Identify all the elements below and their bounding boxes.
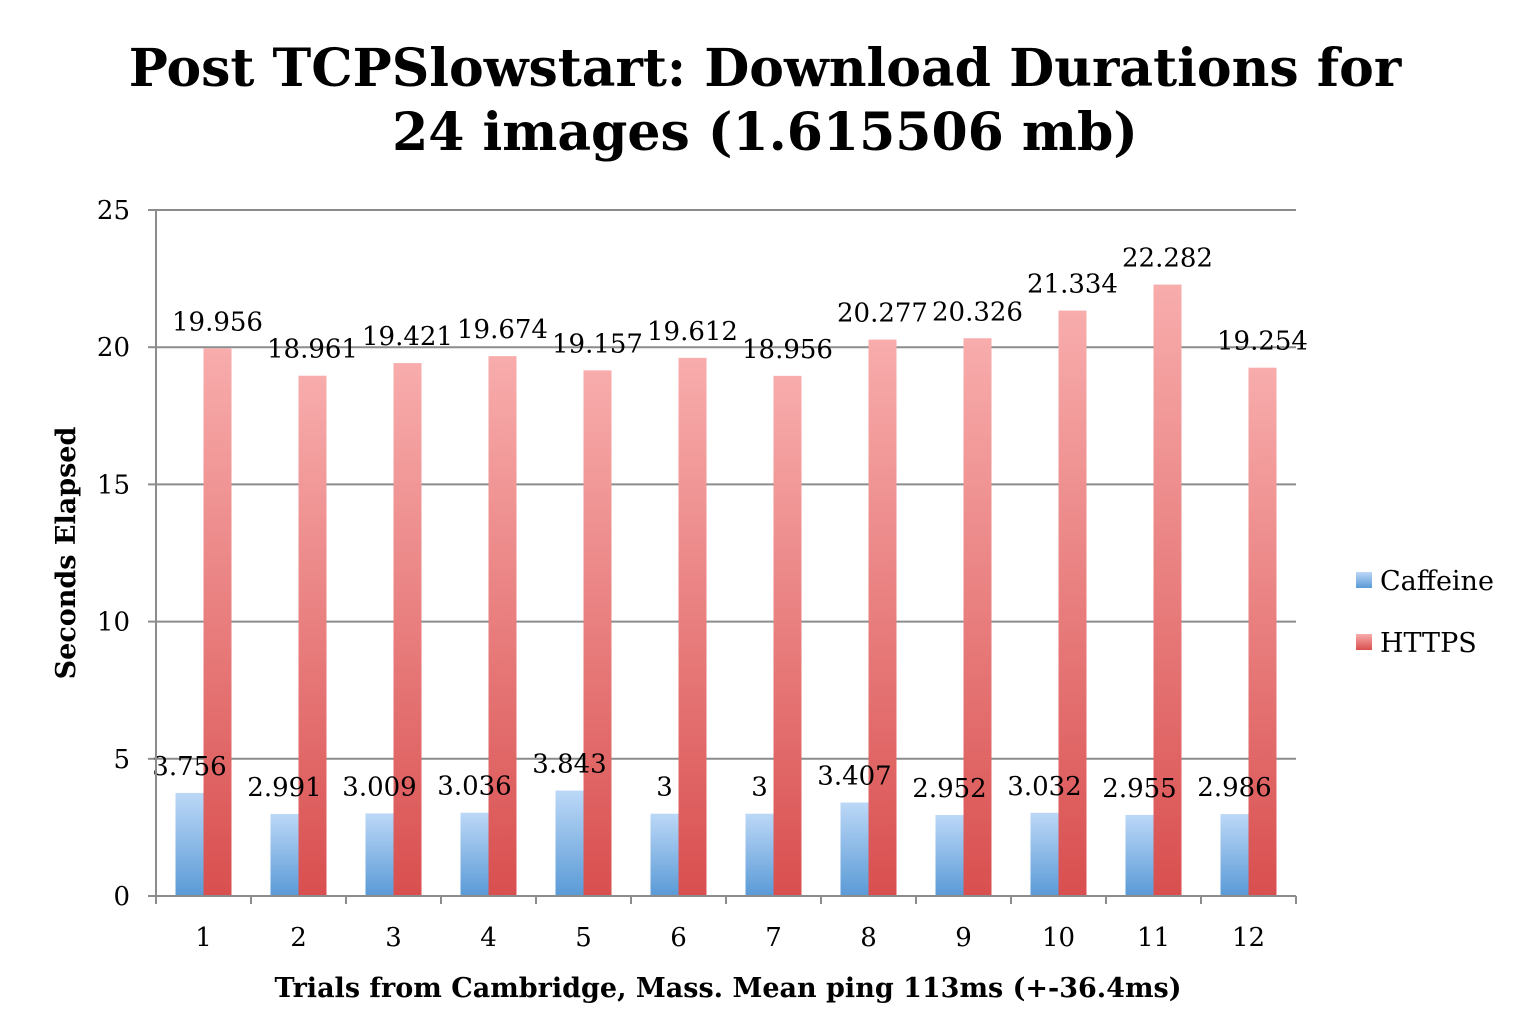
- data-label-caffeine-1: 3.756: [152, 752, 226, 782]
- gridlines: [156, 209, 1296, 760]
- data-label-https-3: 19.421: [362, 322, 453, 352]
- y-tick-label: 25: [97, 196, 130, 226]
- x-tick-label: 12: [1232, 923, 1265, 953]
- chart-title-line-2: 24 images (1.615506 mb): [392, 102, 1138, 163]
- data-label-https-10: 21.334: [1027, 270, 1118, 300]
- bar-caffeine-7: [745, 813, 774, 896]
- x-tick-label: 11: [1137, 923, 1170, 953]
- bar-https-9: [963, 338, 992, 897]
- data-label-https-5: 19.157: [552, 329, 643, 359]
- bar-https-7: [773, 375, 802, 896]
- y-tick-label: 10: [97, 608, 130, 638]
- x-tick-label: 7: [765, 923, 782, 953]
- bar-https-2: [298, 375, 327, 896]
- x-tick-label: 5: [575, 923, 592, 953]
- data-label-https-2: 18.961: [267, 335, 358, 365]
- data-label-caffeine-2: 2.991: [247, 773, 321, 803]
- data-label-https-7: 18.956: [742, 335, 833, 365]
- data-label-https-12: 19.254: [1217, 327, 1308, 357]
- bar-caffeine-8: [840, 802, 869, 896]
- bar-caffeine-3: [365, 813, 394, 896]
- data-label-caffeine-5: 3.843: [532, 750, 606, 780]
- x-axis-ticks: 1 2 3 4 5 6 7 8 9 10 11 12: [155, 896, 1297, 953]
- data-label-caffeine-11: 2.955: [1102, 774, 1176, 804]
- bar-caffeine-9: [935, 814, 964, 896]
- y-tick-label: 5: [113, 745, 130, 775]
- bar-caffeine-2: [270, 813, 299, 896]
- bar-https-10: [1058, 310, 1087, 896]
- bar-https-6: [678, 357, 707, 897]
- x-tick-label: 10: [1042, 923, 1075, 953]
- data-label-caffeine-12: 2.986: [1197, 773, 1271, 803]
- data-label-caffeine-4: 3.036: [437, 772, 511, 802]
- bar-caffeine-1: [175, 792, 204, 896]
- x-tick-label: 6: [670, 923, 687, 953]
- bar-https-5: [583, 370, 612, 896]
- y-tick-label: 20: [97, 333, 130, 363]
- x-tick-label: 9: [955, 923, 972, 953]
- y-tick-label: 15: [97, 470, 130, 500]
- chart-title-line-1: Post TCPSlowstart: Download Durations fo…: [129, 38, 1402, 99]
- data-label-caffeine-9: 2.952: [912, 774, 986, 804]
- data-label-caffeine-6: 3: [656, 773, 673, 803]
- bars: [175, 284, 1277, 897]
- data-label-caffeine-8: 3.407: [817, 762, 891, 792]
- y-axis-label: Seconds Elapsed: [51, 427, 82, 680]
- bar-https-8: [868, 339, 897, 896]
- x-axis-label: Trials from Cambridge, Mass. Mean ping 1…: [274, 973, 1181, 1004]
- bar-https-4: [488, 356, 517, 896]
- bar-https-1: [203, 348, 232, 896]
- x-tick-label: 3: [385, 923, 402, 953]
- data-label-caffeine-3: 3.009: [342, 772, 416, 802]
- data-label-https-4: 19.674: [457, 315, 548, 345]
- data-label-https-9: 20.326: [932, 297, 1023, 327]
- bar-https-3: [393, 363, 422, 896]
- data-label-https-1: 19.956: [172, 307, 263, 337]
- x-tick-label: 8: [860, 923, 877, 953]
- bar-caffeine-10: [1030, 812, 1059, 896]
- legend-label-https: HTTPS: [1380, 628, 1477, 659]
- legend-swatch-https: [1356, 634, 1372, 650]
- bar-caffeine-6: [650, 813, 679, 896]
- y-tick-label: 0: [113, 882, 130, 912]
- bar-caffeine-4: [460, 812, 489, 896]
- bar-caffeine-11: [1125, 814, 1154, 896]
- data-label-caffeine-10: 3.032: [1007, 772, 1081, 802]
- data-label-https-11: 22.282: [1122, 244, 1213, 274]
- data-label-https-6: 19.612: [647, 317, 738, 347]
- legend-swatch-caffeine: [1356, 572, 1372, 588]
- data-labels: 3.756 19.956 2.991 18.961 3.009 19.421 3.036 19…: [152, 244, 1308, 804]
- y-axis-ticks: 0 5 10 15 20 25: [97, 196, 156, 912]
- bar-caffeine-12: [1220, 814, 1249, 896]
- bar-https-12: [1248, 367, 1277, 896]
- data-label-caffeine-7: 3: [751, 773, 768, 803]
- x-tick-label: 1: [195, 923, 212, 953]
- bar-caffeine-5: [555, 790, 584, 896]
- data-label-https-8: 20.277: [837, 299, 928, 329]
- legend-label-caffeine: Caffeine: [1380, 566, 1494, 597]
- x-tick-label: 4: [480, 923, 497, 953]
- legend: Caffeine HTTPS: [1356, 566, 1494, 659]
- x-tick-label: 2: [290, 923, 307, 953]
- bar-https-11: [1153, 284, 1182, 896]
